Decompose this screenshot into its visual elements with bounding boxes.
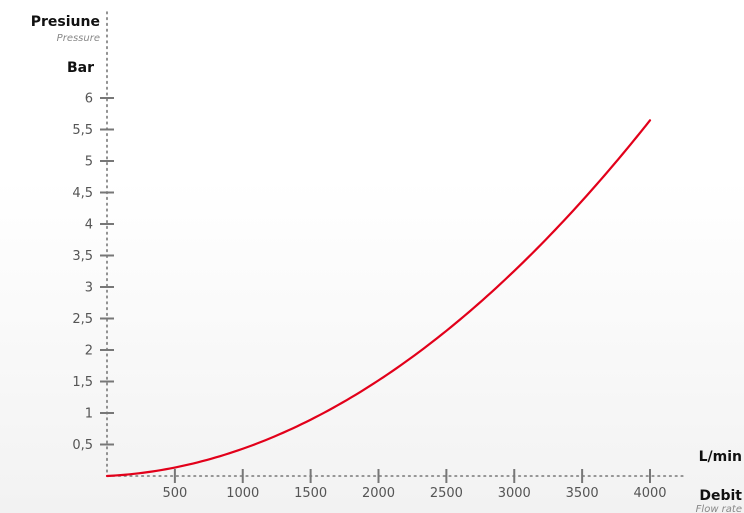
- x-tick-label: 2000: [362, 486, 395, 501]
- x-tick-label: 1000: [226, 486, 259, 501]
- y-tick-label: 0,5: [72, 438, 93, 453]
- pressure-curve: [105, 119, 652, 478]
- x-axis-subtitle: Flow rate: [696, 504, 742, 513]
- y-tick-label: 5: [85, 155, 93, 170]
- y-axis-unit: Bar: [67, 60, 94, 76]
- x-tick-label: 3000: [498, 486, 531, 501]
- y-tick-label: 4: [85, 218, 93, 233]
- x-tick-label: 500: [162, 486, 187, 501]
- y-tick-label: 5,5: [72, 123, 93, 138]
- x-tick-label: 3500: [566, 486, 599, 501]
- x-axis-unit: L/min: [699, 449, 742, 465]
- y-tick-label: 6: [85, 92, 93, 107]
- y-axis-title: Presiune: [31, 14, 100, 30]
- x-axis-title: Debit: [699, 488, 742, 504]
- y-tick-label: 3,5: [72, 249, 93, 264]
- y-tick-label: 4,5: [72, 186, 93, 201]
- y-axis-subtitle: Pressure: [57, 33, 100, 44]
- y-tick-label: 2: [85, 344, 93, 359]
- x-tick-label: 1500: [294, 486, 327, 501]
- y-tick-label: 1: [85, 407, 93, 422]
- y-tick-label: 2,5: [72, 312, 93, 327]
- x-tick-label: 2500: [430, 486, 463, 501]
- y-tick-label: 1,5: [72, 375, 93, 390]
- x-tick-label: 4000: [633, 486, 666, 501]
- y-tick-label: 3: [85, 281, 93, 296]
